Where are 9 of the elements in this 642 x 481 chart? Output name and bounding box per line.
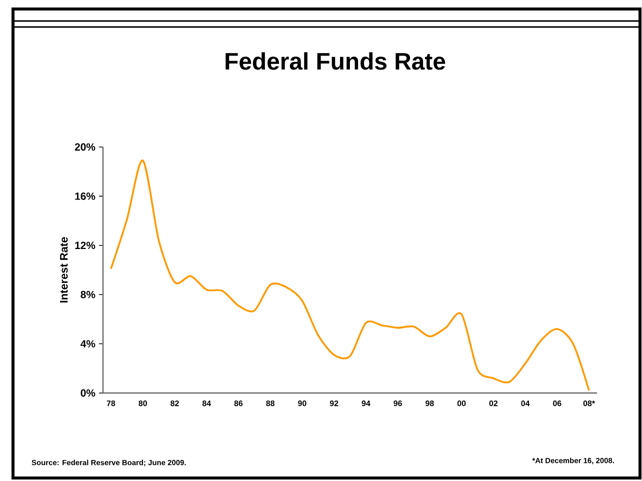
y-tick-label: 0% bbox=[80, 389, 96, 397]
y-tick-label: 8% bbox=[80, 290, 96, 298]
y-tick-label: 4% bbox=[80, 340, 96, 348]
y-axis-title: Interest Rate bbox=[60, 237, 68, 302]
y-tick-label: 12% bbox=[75, 242, 96, 250]
y-tick-label: 16% bbox=[75, 192, 96, 200]
line-series bbox=[110, 160, 590, 392]
y-tick-label: 20% bbox=[74, 143, 96, 151]
chart-title: Federal Funds Rate bbox=[226, 52, 446, 70]
